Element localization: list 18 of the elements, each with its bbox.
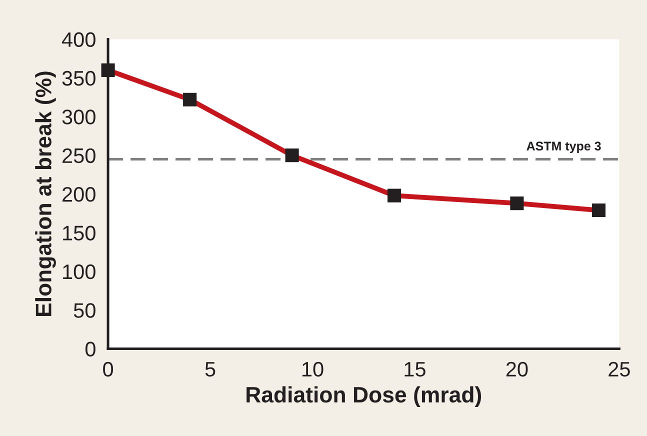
y-tick-label: 150 <box>63 226 96 240</box>
y-tick-label: 350 <box>62 70 96 86</box>
y-tick-label: 250 <box>62 148 96 164</box>
x-axis-title: Radiation Dose (mrad) <box>246 386 482 407</box>
y-tick-label: 300 <box>62 110 96 124</box>
y-tick-label: 0 <box>85 342 96 357</box>
y-tick-label: 200 <box>62 187 96 202</box>
x-tick-label: 5 <box>205 362 216 377</box>
x-tick-label: 20 <box>506 362 528 377</box>
x-tick-label: 25 <box>608 362 630 377</box>
x-tick-label: 15 <box>404 362 426 377</box>
y-tick-label: 50 <box>74 303 96 318</box>
x-tick-label: 0 <box>103 362 114 377</box>
ref-line-label: ASTM type 3 <box>526 142 601 154</box>
y-axis-title: Elongation at break (%) <box>35 72 56 316</box>
y-tick-label: 100 <box>63 264 96 280</box>
x-tick-label: 10 <box>302 362 324 377</box>
y-tick-label: 400 <box>62 32 96 47</box>
